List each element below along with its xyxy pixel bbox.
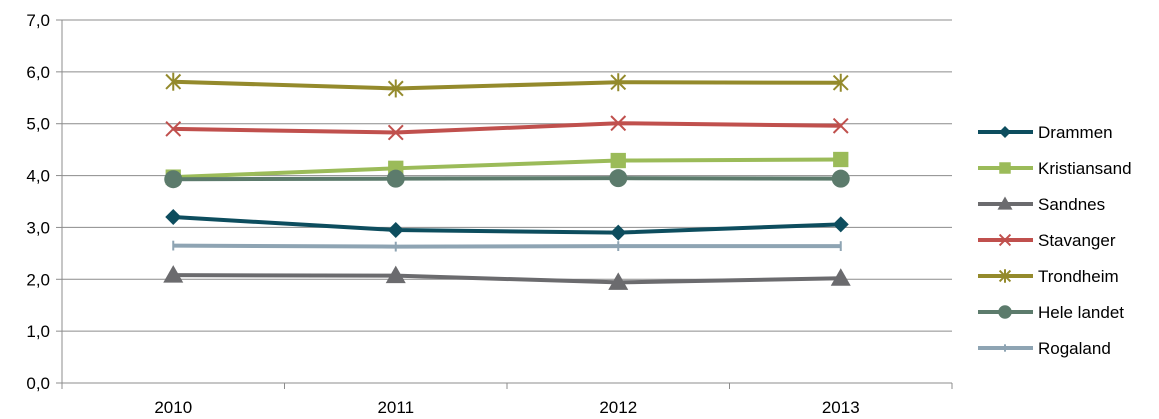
- legend-item: Kristiansand: [978, 159, 1132, 178]
- marker-diamond: [999, 126, 1011, 138]
- marker-stroke: [832, 117, 849, 134]
- y-tick-label: 1,0: [26, 322, 50, 341]
- marker-circle: [164, 170, 183, 189]
- legend-label: Kristiansand: [1038, 159, 1132, 178]
- series-line: [173, 176, 841, 182]
- legend-item: Sandnes: [978, 195, 1105, 214]
- marker-stroke: [165, 120, 182, 137]
- series-line: [173, 121, 841, 135]
- legend-label: Trondheim: [1038, 267, 1119, 286]
- marker-stroke: [387, 124, 404, 141]
- marker-circle: [386, 169, 405, 188]
- marker-star: [165, 72, 182, 91]
- series-sandnes: [163, 265, 851, 290]
- series-lines: [163, 72, 851, 290]
- marker-circle: [831, 169, 850, 188]
- legend: Drammen Kristiansand Sandnes Stavanger Trond…: [978, 123, 1132, 358]
- legend-item: Rogaland: [978, 339, 1111, 358]
- marker-square: [833, 151, 849, 168]
- marker-circle: [609, 169, 628, 188]
- marker-stroke: [610, 115, 627, 132]
- marker-diamond: [165, 209, 182, 226]
- series-rogaland: [172, 240, 842, 252]
- marker-star: [832, 73, 849, 92]
- marker-triangle: [385, 265, 406, 284]
- marker-stroke: [998, 233, 1012, 247]
- marker-star: [998, 269, 1012, 283]
- x-tick-label: 2012: [599, 398, 637, 417]
- y-tick-label: 7,0: [26, 11, 50, 30]
- series-stavanger: [165, 115, 849, 141]
- marker-x: [998, 233, 1012, 247]
- axes: [56, 19, 953, 389]
- series-line: [173, 215, 841, 235]
- y-tick-label: 3,0: [26, 218, 50, 237]
- y-tick-label: 6,0: [26, 63, 50, 82]
- marker-square: [999, 162, 1011, 174]
- y-tick-label: 5,0: [26, 115, 50, 134]
- series-line: [173, 157, 841, 180]
- legend-label: Stavanger: [1038, 231, 1116, 250]
- marker-diamond: [610, 224, 627, 241]
- x-axis-ticks: 2010 2011 2012 2013: [154, 398, 859, 417]
- marker-x: [387, 124, 404, 141]
- marker-star: [610, 73, 627, 92]
- marker-square: [610, 152, 626, 169]
- x-tick-label: 2013: [822, 398, 860, 417]
- legend-label: Rogaland: [1038, 339, 1111, 358]
- legend-label: Sandnes: [1038, 195, 1105, 214]
- legend-label: Hele landet: [1038, 303, 1124, 322]
- legend-label: Drammen: [1038, 123, 1113, 142]
- marker-circle: [998, 305, 1012, 319]
- series-hele-landet: [164, 169, 850, 189]
- series-line: [173, 243, 841, 249]
- marker-triangle: [163, 265, 184, 283]
- marker-triangle: [608, 272, 629, 290]
- y-tick-label: 2,0: [26, 270, 50, 289]
- legend-item: Trondheim: [978, 267, 1119, 286]
- series-line: [173, 79, 841, 91]
- marker-diamond: [832, 216, 849, 233]
- y-tick-label: 0,0: [26, 374, 50, 393]
- series-line: [173, 273, 841, 285]
- x-tick-label: 2011: [377, 398, 414, 417]
- legend-item: Hele landet: [978, 303, 1124, 322]
- series-trondheim: [165, 72, 849, 98]
- marker-x: [832, 117, 849, 134]
- series-drammen: [165, 209, 849, 241]
- y-axis-ticks: 0,0 1,0 2,0 3,0 4,0 5,0 6,0 7,0: [26, 11, 50, 393]
- x-tick-label: 2010: [154, 398, 192, 417]
- marker-x: [610, 115, 627, 132]
- legend-item: Stavanger: [978, 231, 1116, 250]
- marker-x: [165, 120, 182, 137]
- marker-triangle: [830, 268, 851, 286]
- marker-diamond: [387, 222, 404, 239]
- marker-triangle: [997, 196, 1013, 210]
- marker-star: [387, 79, 404, 98]
- y-tick-label: 4,0: [26, 167, 50, 186]
- legend-item: Drammen: [978, 123, 1113, 142]
